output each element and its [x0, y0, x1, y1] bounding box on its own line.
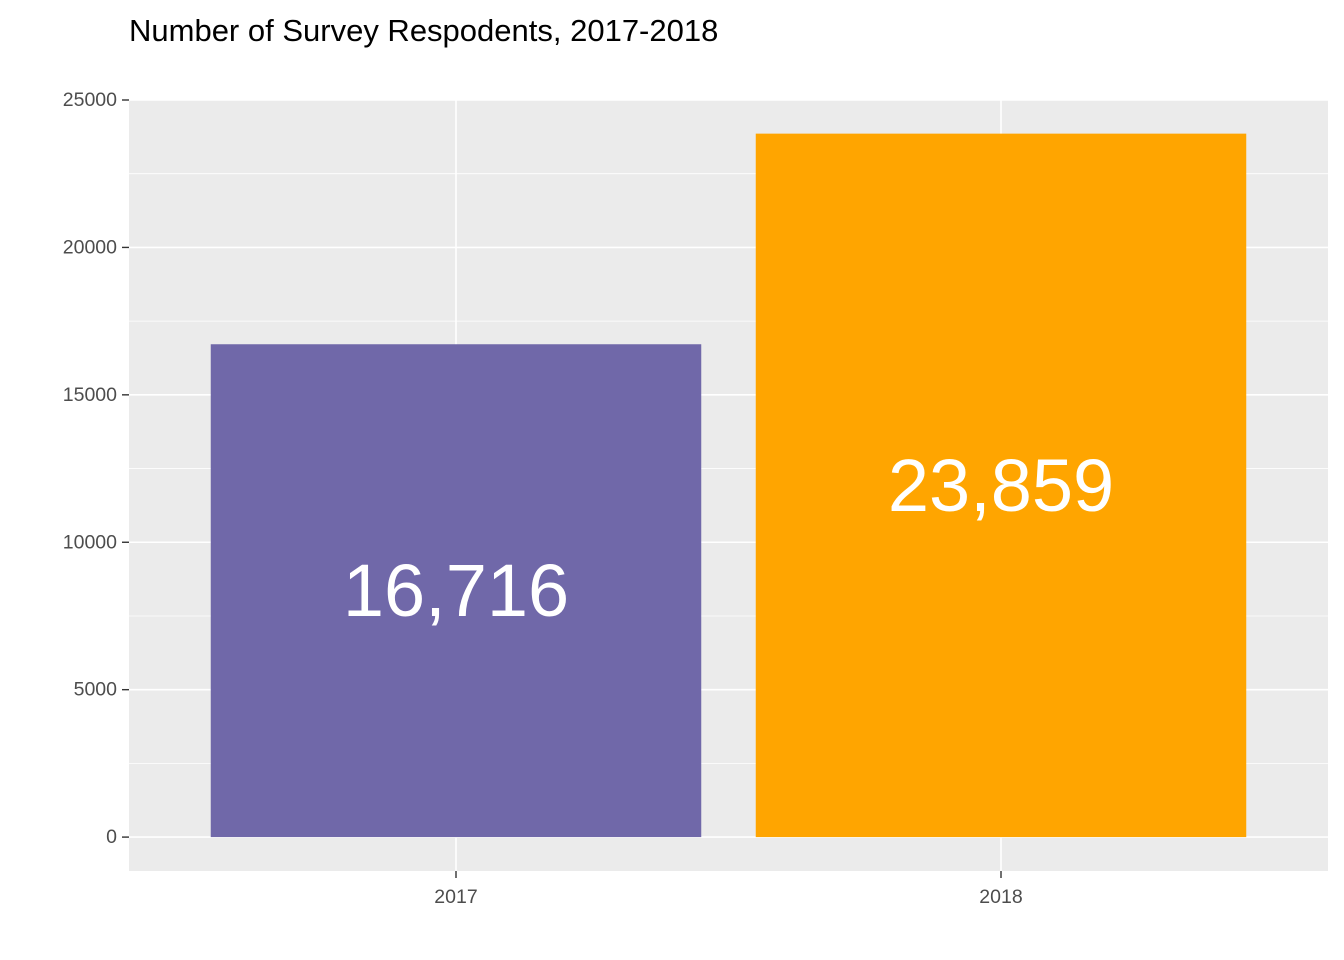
bar-value-label-2018: 23,859 [888, 444, 1114, 527]
bar-2018 [755, 133, 1247, 838]
y-tick-label: 10000 [63, 531, 117, 553]
x-axis: 2017 2018 [434, 871, 1023, 908]
y-tick-label: 20000 [63, 236, 117, 258]
chart-title: Number of Survey Respodents, 2017-2018 [129, 13, 718, 48]
x-tick-label: 2018 [979, 886, 1022, 908]
y-axis: 0 5000 10000 15000 20000 25000 [63, 89, 129, 848]
bars [210, 133, 1247, 838]
bar-value-label-2017: 16,716 [343, 549, 569, 632]
y-tick-label: 0 [106, 826, 117, 848]
x-tick-label: 2017 [434, 886, 477, 908]
y-tick-label: 15000 [63, 384, 117, 406]
bar-value-labels: 16,716 23,859 [343, 444, 1114, 632]
y-tick-label: 25000 [63, 89, 117, 111]
y-tick-label: 5000 [74, 679, 118, 701]
bar-2017 [210, 344, 702, 838]
